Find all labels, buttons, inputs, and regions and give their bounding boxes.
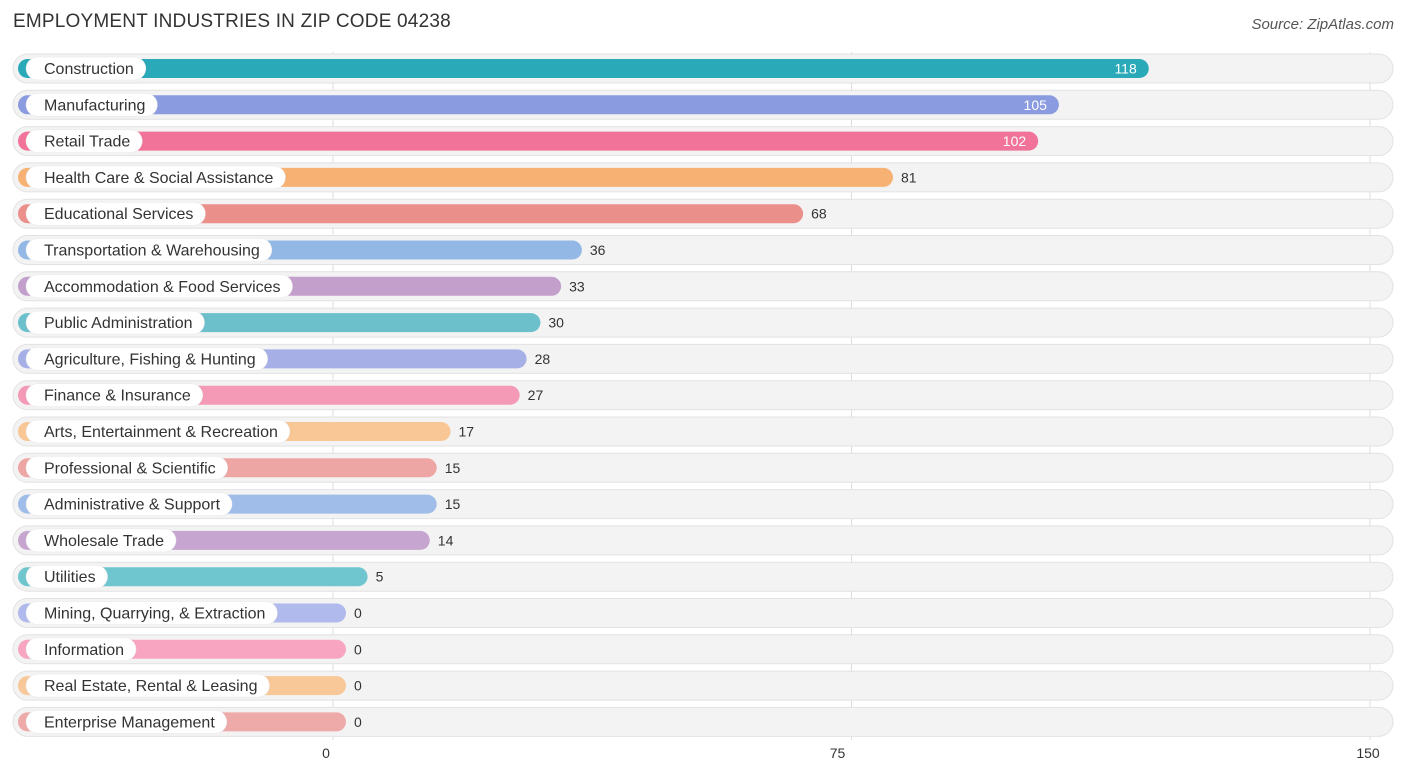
category-label-pill (25, 201, 206, 226)
category-label-pill (25, 383, 203, 407)
value-label: 81 (901, 169, 917, 185)
bar-row: Public Administration 30 (12, 307, 1394, 338)
source-credit: Source: ZipAtlas.com (1251, 16, 1394, 33)
x-tick-label: 75 (830, 745, 846, 761)
category-label: Health Care & Social Assistance (44, 170, 274, 187)
category-label: Wholesale Trade (44, 533, 164, 550)
bar-row: Professional & Scientific 15 (12, 452, 1394, 483)
bar-row: Manufacturing 105 (12, 89, 1394, 120)
value-label: 14 (438, 532, 454, 548)
value-label: 105 (1024, 97, 1048, 113)
value-label: 0 (354, 641, 362, 657)
category-label-pill (25, 673, 270, 698)
category-label: Utilities (44, 569, 96, 586)
value-label: 27 (528, 387, 544, 403)
value-label: 36 (590, 242, 606, 258)
category-label-pill (25, 528, 177, 553)
category-label-pill (25, 564, 108, 589)
value-label: 0 (354, 714, 362, 730)
category-label: Manufacturing (44, 97, 145, 114)
bar-row: Retail Trade 102 (12, 126, 1394, 157)
category-label: Mining, Quarrying, & Extraction (44, 606, 265, 623)
bar-row: Information 0 (12, 634, 1394, 665)
category-label: Real Estate, Rental & Leasing (44, 678, 257, 695)
category-label-pill (25, 93, 158, 117)
x-tick-label: 0 (322, 745, 330, 761)
category-label-pill (25, 56, 147, 81)
value-label: 68 (811, 206, 827, 222)
chart-title: EMPLOYMENT INDUSTRIES IN ZIP CODE 04238 (13, 11, 451, 32)
value-label: 15 (445, 496, 461, 512)
category-label-pill (25, 129, 143, 153)
category-label: Educational Services (44, 206, 193, 223)
value-label: 17 (459, 424, 475, 440)
category-label: Agriculture, Fishing & Hunting (44, 351, 256, 368)
bar-row: Health Care & Social Assistance 81 (12, 162, 1394, 193)
value-label: 0 (354, 605, 362, 621)
value-label: 28 (535, 351, 551, 367)
category-label: Information (44, 642, 124, 659)
value-label: 33 (569, 278, 585, 294)
bar-row: Arts, Entertainment & Recreation 17 (12, 416, 1394, 447)
bar-row: Administrative & Support 15 (12, 489, 1394, 520)
category-label: Retail Trade (44, 134, 130, 151)
category-label-pill (25, 274, 293, 299)
bar-row: Wholesale Trade 14 (12, 525, 1394, 556)
bar-row: Educational Services 68 (12, 198, 1394, 229)
category-label: Public Administration (44, 315, 193, 332)
row-track (12, 670, 1394, 701)
category-label: Finance & Insurance (44, 388, 191, 405)
row-track (12, 598, 1394, 628)
bar-row: Mining, Quarrying, & Extraction 0 (12, 598, 1394, 628)
category-label-pill (25, 238, 273, 262)
value-label: 118 (1114, 61, 1137, 77)
bar-row: Finance & Insurance 27 (12, 380, 1394, 411)
category-label: Enterprise Management (44, 714, 215, 731)
x-axis: 0 75 150 (322, 745, 1380, 761)
category-label-pill (25, 456, 228, 480)
category-label: Administrative & Support (44, 497, 221, 514)
row-track (12, 706, 1394, 737)
bar-row: Real Estate, Rental & Leasing 0 (12, 670, 1394, 701)
bar (18, 131, 1039, 151)
value-label: 5 (376, 569, 384, 585)
category-label: Construction (44, 61, 134, 78)
bar-row: Utilities 5 (12, 561, 1394, 592)
category-label-pill (25, 601, 278, 625)
row-track (12, 634, 1394, 665)
category-label-pill (25, 710, 228, 734)
category-label: Accommodation & Food Services (44, 279, 281, 296)
bar-row: Accommodation & Food Services 33 (12, 271, 1394, 302)
category-label-pill (25, 310, 205, 335)
bar-row: Construction 118 (12, 53, 1394, 84)
x-tick-label: 150 (1356, 745, 1380, 761)
bar-row: Agriculture, Fishing & Hunting 28 (12, 343, 1394, 374)
value-label: 0 (354, 678, 362, 694)
value-label: 15 (445, 460, 461, 476)
bar (18, 59, 1149, 78)
category-label-pill (25, 165, 286, 190)
bar-row: Enterprise Management 0 (12, 706, 1394, 737)
category-label: Transportation & Warehousing (44, 243, 260, 260)
category-label-pill (25, 492, 233, 516)
category-label-pill (25, 637, 137, 662)
value-label: 30 (548, 315, 564, 331)
category-label: Arts, Entertainment & Recreation (44, 424, 278, 441)
bar (18, 204, 804, 224)
value-label: 102 (1003, 133, 1027, 149)
bar-row: Transportation & Warehousing 36 (12, 235, 1394, 265)
category-label: Professional & Scientific (44, 460, 216, 477)
category-label-pill (25, 347, 268, 371)
bar (18, 95, 1059, 115)
category-label-pill (25, 419, 291, 444)
